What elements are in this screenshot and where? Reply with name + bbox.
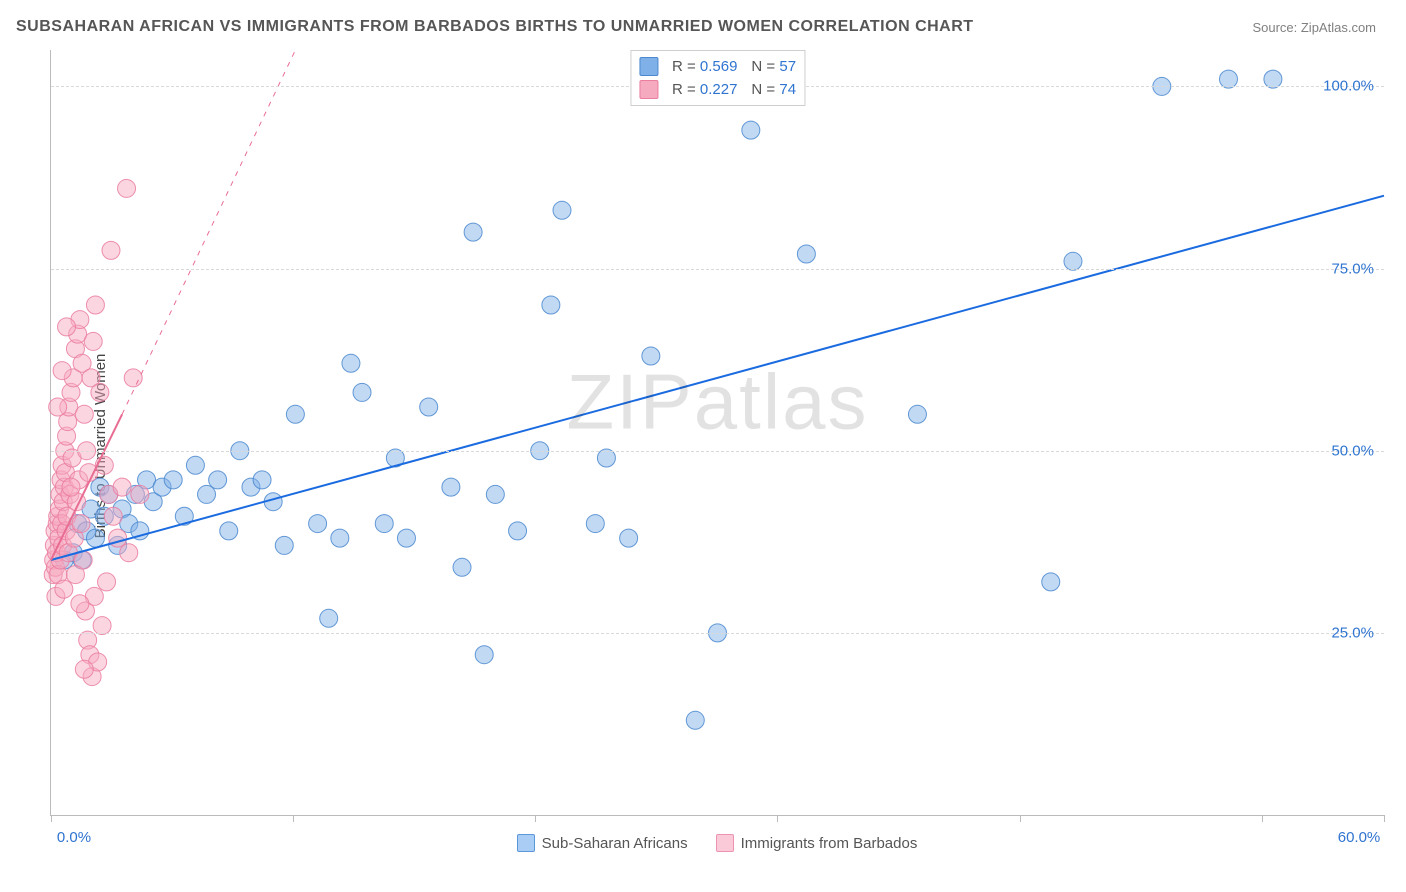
data-point xyxy=(742,121,760,139)
data-point xyxy=(49,398,67,416)
legend-label: Sub-Saharan Africans xyxy=(542,835,688,852)
data-point xyxy=(309,515,327,533)
data-point xyxy=(164,471,182,489)
gridline xyxy=(51,451,1384,452)
data-point xyxy=(553,201,571,219)
x-tick xyxy=(1384,815,1385,822)
data-point xyxy=(353,383,371,401)
legend-swatch xyxy=(716,834,734,852)
data-point xyxy=(1042,573,1060,591)
data-point xyxy=(420,398,438,416)
y-tick-label: 75.0% xyxy=(1331,260,1374,277)
chart-title: SUBSAHARAN AFRICAN VS IMMIGRANTS FROM BA… xyxy=(16,18,974,36)
data-point xyxy=(331,529,349,547)
data-point xyxy=(104,507,122,525)
data-point xyxy=(75,405,93,423)
data-point xyxy=(453,558,471,576)
x-tick xyxy=(777,815,778,822)
data-point xyxy=(542,296,560,314)
data-point xyxy=(55,580,73,598)
data-point xyxy=(118,179,136,197)
x-tick xyxy=(51,815,52,822)
data-point xyxy=(209,471,227,489)
data-point xyxy=(908,405,926,423)
legend-item: Immigrants from Barbados xyxy=(716,834,918,852)
data-point xyxy=(113,478,131,496)
data-point xyxy=(509,522,527,540)
data-point xyxy=(342,354,360,372)
data-point xyxy=(797,245,815,263)
data-point xyxy=(120,544,138,562)
correlation-legend: R = 0.569 N = 57 R = 0.227 N = 74 xyxy=(630,50,805,106)
data-point xyxy=(86,529,104,547)
source-label: Source: ZipAtlas.com xyxy=(1252,20,1376,35)
data-point xyxy=(86,296,104,314)
data-point xyxy=(686,711,704,729)
data-point xyxy=(75,660,93,678)
data-point xyxy=(102,241,120,259)
x-tick xyxy=(1262,815,1263,822)
y-tick-label: 100.0% xyxy=(1323,78,1374,95)
data-point xyxy=(220,522,238,540)
data-point xyxy=(66,566,84,584)
data-point xyxy=(84,332,102,350)
data-point xyxy=(62,478,80,496)
data-point xyxy=(124,369,142,387)
data-point xyxy=(375,515,393,533)
gridline xyxy=(51,633,1384,634)
legend-item: Sub-Saharan Africans xyxy=(517,834,688,852)
plot-region: ZIPatlas R = 0.569 N = 57 R = 0.227 N = … xyxy=(50,50,1384,816)
x-tick xyxy=(1020,815,1021,822)
data-point xyxy=(464,223,482,241)
legend-swatch xyxy=(517,834,535,852)
gridline xyxy=(51,269,1384,270)
x-tick xyxy=(293,815,294,822)
data-point xyxy=(586,515,604,533)
data-point xyxy=(275,536,293,554)
correlation-row: R = 0.569 N = 57 xyxy=(639,55,796,78)
x-tick-label: 0.0% xyxy=(57,829,91,846)
y-tick-label: 50.0% xyxy=(1331,442,1374,459)
data-point xyxy=(98,573,116,591)
series-legend: Sub-Saharan Africans Immigrants from Barb… xyxy=(50,834,1384,852)
correlation-row: R = 0.227 N = 74 xyxy=(639,78,796,101)
legend-swatch xyxy=(639,57,658,76)
data-point xyxy=(397,529,415,547)
data-point xyxy=(186,456,204,474)
data-point xyxy=(475,646,493,664)
x-tick-label: 60.0% xyxy=(1338,829,1381,846)
data-point xyxy=(71,595,89,613)
data-point xyxy=(286,405,304,423)
data-point xyxy=(198,485,216,503)
data-point xyxy=(642,347,660,365)
data-point xyxy=(442,478,460,496)
data-point xyxy=(53,362,71,380)
data-point xyxy=(486,485,504,503)
data-point xyxy=(131,485,149,503)
chart-area: ZIPatlas R = 0.569 N = 57 R = 0.227 N = … xyxy=(50,50,1384,852)
data-point xyxy=(253,471,271,489)
legend-label: Immigrants from Barbados xyxy=(741,835,918,852)
data-point xyxy=(72,515,90,533)
data-point xyxy=(320,609,338,627)
data-point xyxy=(620,529,638,547)
data-point xyxy=(91,383,109,401)
data-point xyxy=(58,318,76,336)
legend-swatch xyxy=(639,80,658,99)
scatter-svg xyxy=(51,50,1384,815)
x-tick xyxy=(535,815,536,822)
y-tick-label: 25.0% xyxy=(1331,624,1374,641)
